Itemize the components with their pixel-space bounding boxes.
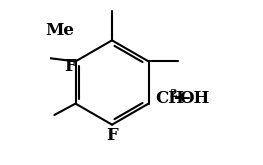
Text: F: F: [64, 58, 75, 75]
Text: F: F: [106, 127, 118, 144]
Text: CH: CH: [155, 90, 184, 107]
Text: Me: Me: [45, 22, 74, 39]
Text: 2: 2: [170, 88, 177, 99]
Text: OH: OH: [179, 90, 210, 107]
Text: —: —: [173, 90, 190, 107]
